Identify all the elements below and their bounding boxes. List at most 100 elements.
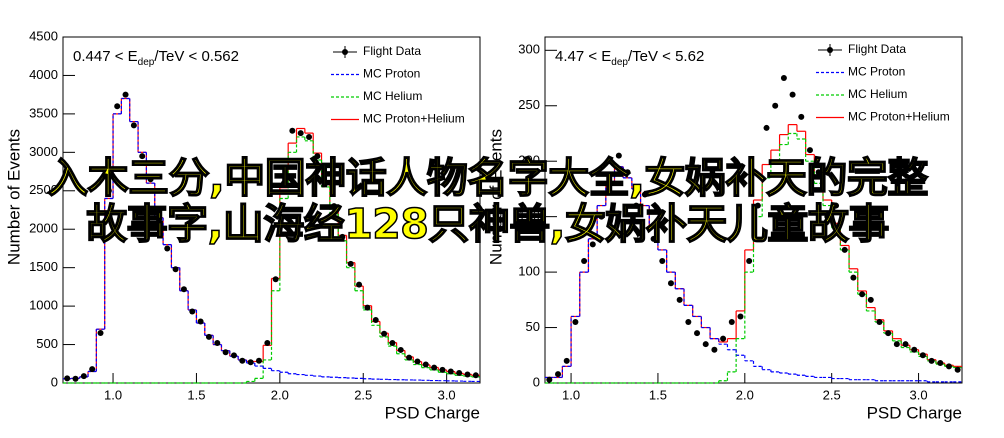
data-point bbox=[885, 330, 892, 337]
data-point bbox=[80, 373, 87, 380]
data-point bbox=[833, 202, 840, 209]
panel-title: 4.47 < Edep/TeV < 5.62 bbox=[555, 48, 704, 68]
y-tick-label: 4500 bbox=[29, 28, 58, 43]
y-tick-label: 300 bbox=[518, 42, 540, 57]
data-point bbox=[414, 358, 421, 365]
data-point bbox=[72, 375, 79, 382]
x-axis-label: PSD Charge bbox=[385, 403, 480, 422]
data-point bbox=[763, 124, 770, 131]
data-point bbox=[867, 296, 874, 303]
x-tick-label: 1.5 bbox=[187, 387, 205, 402]
legend-label: Flight Data bbox=[363, 44, 421, 58]
data-point bbox=[331, 203, 338, 210]
data-point bbox=[247, 359, 254, 366]
legend-box bbox=[325, 40, 478, 132]
overlay-text: 入木三分,中国神话人物名字大全,女娲补天的完整故事字,山海经128只神兽,女娲补… bbox=[46, 154, 929, 248]
y-tick-label: 1500 bbox=[29, 259, 58, 274]
data-point bbox=[598, 213, 605, 220]
data-point bbox=[746, 258, 753, 265]
panel-title: 0.447 < Edep/TeV < 0.562 bbox=[73, 48, 239, 68]
title-main: 0.447 < E bbox=[73, 48, 138, 65]
x-tick-label: 2.5 bbox=[823, 387, 841, 402]
data-point bbox=[272, 276, 279, 283]
data-point bbox=[422, 361, 429, 368]
x-tick-label: 1.5 bbox=[649, 387, 667, 402]
x-axis-label: PSD Charge bbox=[867, 403, 962, 422]
title-sub: dep bbox=[611, 57, 628, 68]
data-point bbox=[841, 246, 848, 253]
x-tick-label: 2.0 bbox=[271, 387, 289, 402]
data-point bbox=[694, 330, 701, 337]
data-point bbox=[255, 357, 262, 364]
data-point bbox=[155, 218, 162, 225]
y-tick-label: 0 bbox=[51, 374, 58, 389]
data-point bbox=[139, 153, 146, 160]
data-point bbox=[130, 122, 137, 129]
plot-frame bbox=[62, 36, 481, 384]
data-point bbox=[546, 376, 553, 383]
data-point bbox=[447, 368, 454, 375]
x-tick-label: 2.5 bbox=[354, 387, 372, 402]
y-tick-label: 4000 bbox=[29, 67, 58, 82]
data-point bbox=[439, 366, 446, 373]
y-tick-label: 100 bbox=[518, 264, 540, 279]
data-point bbox=[281, 180, 288, 187]
data-point bbox=[147, 176, 154, 183]
data-point bbox=[164, 245, 171, 252]
y-tick-label: 200 bbox=[518, 153, 540, 168]
data-point bbox=[464, 371, 471, 378]
legend-symbol bbox=[827, 47, 833, 53]
data-point bbox=[222, 349, 229, 356]
data-point bbox=[322, 180, 329, 187]
data-point bbox=[364, 304, 371, 311]
data-point bbox=[381, 330, 388, 337]
data-point bbox=[720, 335, 727, 342]
y-tick-label: 50 bbox=[526, 319, 540, 334]
data-point bbox=[456, 370, 463, 377]
data-point bbox=[859, 291, 866, 298]
data-point bbox=[824, 213, 831, 220]
data-point bbox=[297, 130, 304, 137]
plot-frame bbox=[544, 36, 963, 384]
legend-label: Flight Data bbox=[848, 42, 906, 56]
data-point bbox=[919, 352, 926, 359]
y-tick-label: 150 bbox=[518, 208, 540, 223]
y-tick-label: 3500 bbox=[29, 105, 58, 120]
data-point bbox=[633, 202, 640, 209]
data-point bbox=[911, 346, 918, 353]
data-point bbox=[772, 102, 779, 109]
data-point bbox=[702, 341, 709, 348]
x-tick-label: 3.0 bbox=[910, 387, 928, 402]
data-point bbox=[876, 319, 883, 326]
title-sub: dep bbox=[138, 57, 155, 68]
x-tick-label: 1.0 bbox=[562, 387, 580, 402]
data-point bbox=[685, 319, 692, 326]
title-rest: /TeV < 0.562 bbox=[154, 48, 239, 65]
data-point bbox=[389, 340, 396, 347]
x-tick-label: 3.0 bbox=[438, 387, 456, 402]
data-point bbox=[339, 233, 346, 240]
data-point bbox=[737, 313, 744, 320]
data-point bbox=[397, 346, 404, 353]
data-point bbox=[105, 187, 112, 194]
data-point bbox=[289, 127, 296, 134]
legend-label: MC Proton+Helium bbox=[848, 110, 950, 124]
data-point bbox=[676, 296, 683, 303]
data-point bbox=[189, 308, 196, 315]
legend-label: MC Helium bbox=[363, 89, 422, 103]
data-point bbox=[615, 152, 622, 159]
data-point bbox=[372, 316, 379, 323]
data-point bbox=[563, 357, 570, 364]
legend-label: MC Proton bbox=[363, 67, 420, 81]
data-point bbox=[728, 319, 735, 326]
data-point bbox=[815, 169, 822, 176]
x-tick-label: 2.0 bbox=[736, 387, 754, 402]
y-tick-label: 1000 bbox=[29, 298, 58, 313]
data-point bbox=[122, 91, 129, 98]
y-tick-label: 0 bbox=[533, 374, 540, 389]
data-point bbox=[945, 363, 952, 370]
data-point bbox=[937, 360, 944, 367]
data-point bbox=[555, 371, 562, 378]
